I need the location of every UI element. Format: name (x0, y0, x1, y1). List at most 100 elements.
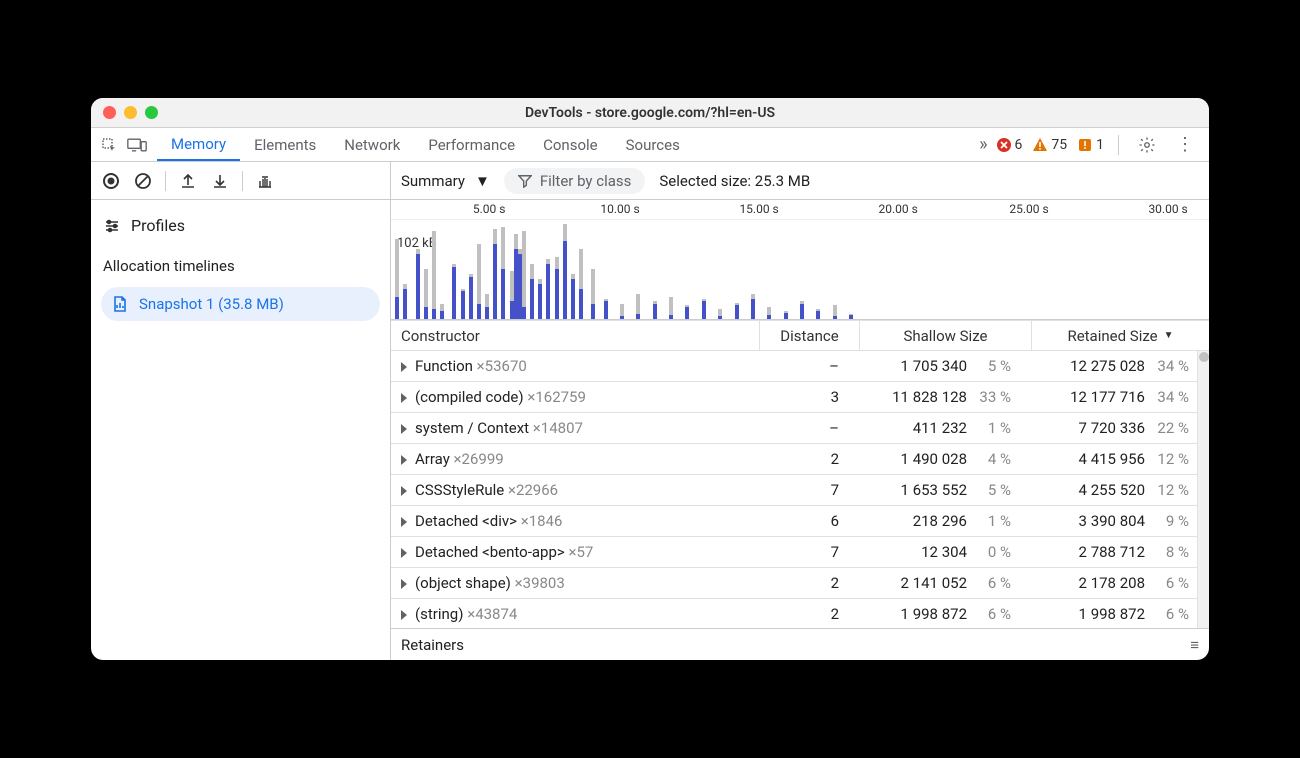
timeline-bars (391, 223, 1209, 319)
snapshot-label: Snapshot 1 (35.8 MB) (139, 295, 284, 313)
alloc-bar-live (530, 279, 534, 319)
inspect-element-icon[interactable] (95, 131, 123, 159)
table-row[interactable]: CSSStyleRule ×2296671 653 5525 %4 255 52… (391, 475, 1197, 506)
table-row[interactable]: (string) ×4387421 998 8726 %1 998 8726 % (391, 599, 1197, 628)
retainers-panel-header[interactable]: Retainers ≡ (391, 628, 1209, 660)
download-icon[interactable] (206, 167, 234, 195)
shallow-size: 1 653 552 (901, 481, 967, 499)
device-toolbar-icon[interactable] (123, 131, 151, 159)
class-filter-input[interactable]: Filter by class (504, 168, 646, 194)
table-row[interactable]: Detached <div> ×18466218 2961 %3 390 804… (391, 506, 1197, 537)
menu-icon[interactable]: ≡ (1190, 636, 1199, 654)
table-row[interactable]: (compiled code) ×162759311 828 12833 %12… (391, 382, 1197, 413)
memory-toolbar: Summary ▼ Filter by class Selected size:… (91, 162, 1209, 200)
sort-desc-icon: ▼ (1164, 330, 1174, 341)
alloc-bar-live (579, 289, 583, 319)
alloc-bar-live (395, 297, 399, 319)
disclosure-icon (401, 424, 407, 434)
distance-cell: – (747, 419, 847, 437)
warnings-badge[interactable]: 75 (1032, 137, 1067, 153)
clear-button[interactable] (129, 167, 157, 195)
alloc-bar-live (493, 244, 497, 319)
alloc-bar-live (485, 307, 489, 319)
snapshot-1-item[interactable]: Snapshot 1 (35.8 MB) (101, 287, 380, 321)
alloc-bar-live (452, 267, 456, 319)
constructor-count: ×14807 (533, 419, 583, 437)
retained-pct: 12 % (1145, 481, 1189, 499)
allocation-timeline-chart[interactable]: 5.00 s10.00 s15.00 s20.00 s25.00 s30.00 … (391, 200, 1209, 320)
garbage-collect-icon[interactable] (251, 167, 279, 195)
col-retained[interactable]: Retained Size ▼ (1031, 321, 1209, 350)
table-row[interactable]: Array ×2699921 490 0284 %4 415 95612 % (391, 444, 1197, 475)
snapshot-icon (111, 295, 129, 313)
shallow-pct: 5 % (967, 481, 1011, 499)
retained-size: 4 255 520 (1079, 481, 1145, 499)
settings-icon[interactable] (1133, 131, 1161, 159)
col-distance[interactable]: Distance (759, 321, 859, 350)
profiles-sidebar: Profiles Allocation timelines Snapshot 1… (91, 200, 391, 660)
distance-cell: 2 (747, 450, 847, 468)
alloc-bar-live (669, 315, 673, 319)
alloc-bar-live (800, 304, 804, 319)
table-row[interactable]: Detached <bento-app> ×57712 3040 %2 788 … (391, 537, 1197, 568)
col-shallow[interactable]: Shallow Size (859, 321, 1031, 350)
alloc-bar-live (636, 314, 640, 319)
tab-performance[interactable]: Performance (414, 128, 529, 161)
divider (165, 171, 166, 191)
disclosure-icon (401, 579, 407, 589)
more-tabs-button[interactable]: » (971, 134, 995, 155)
disclosure-icon (401, 455, 407, 465)
view-dropdown[interactable]: Summary ▼ (401, 172, 490, 190)
errors-badge[interactable]: 6 (996, 137, 1023, 153)
shallow-pct: 5 % (967, 357, 1011, 375)
distance-cell: 6 (747, 512, 847, 530)
issues-badge[interactable]: 1 (1077, 137, 1104, 153)
profiles-header[interactable]: Profiles (91, 208, 390, 243)
close-window-button[interactable] (103, 106, 116, 119)
divider (1118, 135, 1119, 155)
retained-pct: 12 % (1145, 450, 1189, 468)
timeline-tick: 5.00 s (473, 202, 506, 216)
timeline-tick: 25.00 s (1009, 202, 1048, 216)
table-row[interactable]: system / Context ×14807–411 2321 %7 720 … (391, 413, 1197, 444)
table-row[interactable]: (object shape) ×3980322 141 0526 %2 178 … (391, 568, 1197, 599)
tab-network[interactable]: Network (330, 128, 414, 161)
sidebar-toolbar (91, 162, 391, 199)
constructor-name: Detached <bento-app> (415, 543, 565, 561)
constructor-name: system / Context (415, 419, 529, 437)
shallow-pct: 4 % (967, 450, 1011, 468)
distance-cell: 7 (747, 543, 847, 561)
warnings-count: 75 (1051, 137, 1067, 153)
alloc-bar-live (440, 311, 444, 319)
alloc-bar-live (767, 315, 771, 319)
record-button[interactable] (97, 167, 125, 195)
alloc-bar-live (833, 316, 837, 319)
table-row[interactable]: Function ×53670–1 705 3405 %12 275 02834… (391, 351, 1197, 382)
tab-elements[interactable]: Elements (240, 128, 330, 161)
table-scrollbar[interactable] (1197, 351, 1209, 628)
tab-sources[interactable]: Sources (612, 128, 694, 161)
retained-size: 1 998 872 (1079, 605, 1145, 623)
col-constructor[interactable]: Constructor (391, 321, 759, 350)
timeline-tick: 15.00 s (739, 202, 778, 216)
alloc-bar-live (718, 316, 722, 319)
fullscreen-window-button[interactable] (145, 106, 158, 119)
more-menu-icon[interactable]: ⋮ (1171, 131, 1199, 159)
table-header: Constructor Distance Shallow Size Retain… (391, 320, 1209, 351)
alloc-bar-live (403, 289, 407, 319)
retained-pct: 6 % (1145, 574, 1189, 592)
upload-icon[interactable] (174, 167, 202, 195)
constructor-count: ×53670 (477, 357, 527, 375)
shallow-size: 11 828 128 (892, 388, 967, 406)
minimize-window-button[interactable] (124, 106, 137, 119)
sliders-icon (103, 217, 121, 235)
tab-console[interactable]: Console (529, 128, 612, 161)
titlebar: DevTools - store.google.com/?hl=en-US (91, 98, 1209, 128)
alloc-bar-live (751, 299, 755, 319)
table-body: Function ×53670–1 705 3405 %12 275 02834… (391, 351, 1197, 628)
disclosure-icon (401, 517, 407, 527)
devtools-window: DevTools - store.google.com/?hl=en-US Me… (91, 98, 1209, 660)
retained-pct: 6 % (1145, 605, 1189, 623)
constructor-count: ×57 (568, 543, 593, 561)
tab-memory[interactable]: Memory (157, 128, 240, 161)
